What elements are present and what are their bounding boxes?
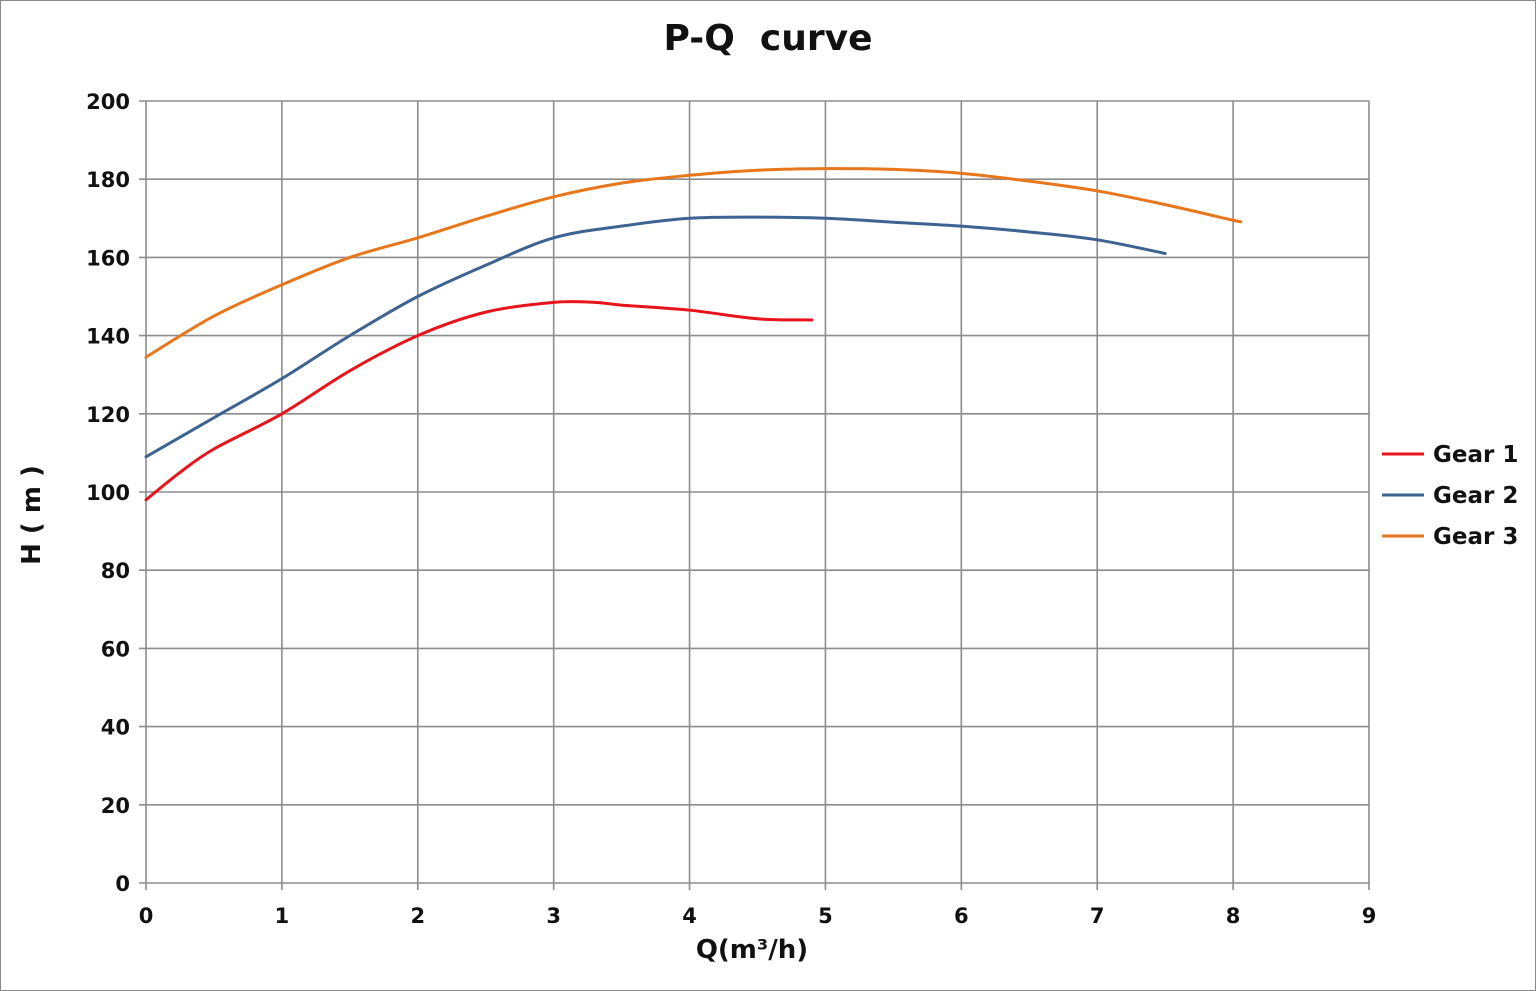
y-tick-label: 200 bbox=[86, 90, 130, 114]
y-tick-label: 140 bbox=[86, 325, 130, 349]
x-tick-label: 3 bbox=[546, 904, 561, 928]
series-line-gear-1 bbox=[144, 300, 814, 502]
y-axis-label: H ( m ) bbox=[17, 465, 47, 565]
x-tick-label: 2 bbox=[410, 904, 425, 928]
x-axis-label: Q(m³/h) bbox=[696, 935, 808, 965]
y-tick-label: 60 bbox=[101, 637, 130, 661]
x-tick-label: 5 bbox=[818, 904, 833, 928]
grid-lines bbox=[139, 100, 1370, 890]
series-lines bbox=[144, 167, 1243, 502]
legend-label: Gear 3 bbox=[1433, 524, 1518, 550]
y-tick-label: 80 bbox=[101, 559, 130, 583]
legend-label: Gear 1 bbox=[1433, 442, 1518, 468]
y-tick-label: 100 bbox=[86, 481, 130, 505]
series-line-gear-2 bbox=[144, 215, 1167, 459]
chart-title: P-Q curve bbox=[663, 18, 873, 59]
x-tick-label: 4 bbox=[682, 904, 697, 928]
y-tick-label: 120 bbox=[86, 403, 130, 427]
x-tick-label: 0 bbox=[139, 904, 154, 928]
y-tick-label: 0 bbox=[115, 872, 130, 896]
x-tick-label: 7 bbox=[1090, 904, 1105, 928]
x-tick-label: 1 bbox=[275, 904, 290, 928]
x-tick-label: 6 bbox=[954, 904, 969, 928]
legend: Gear 1 Gear 2 Gear 3 bbox=[1382, 442, 1518, 550]
y-tick-label: 160 bbox=[86, 246, 130, 270]
legend-label: Gear 2 bbox=[1433, 483, 1518, 509]
y-tick-label: 40 bbox=[101, 716, 130, 740]
tick-labels: 0 20 40 60 80 100 120 140 160 180 200 0 1 2 3 4 5 6 7 8 9 bbox=[86, 90, 1376, 928]
x-tick-label: 8 bbox=[1226, 904, 1241, 928]
x-tick-label: 9 bbox=[1362, 904, 1377, 928]
series-line-gear-3 bbox=[144, 167, 1243, 359]
y-tick-label: 20 bbox=[101, 794, 130, 818]
y-tick-label: 180 bbox=[86, 168, 130, 192]
